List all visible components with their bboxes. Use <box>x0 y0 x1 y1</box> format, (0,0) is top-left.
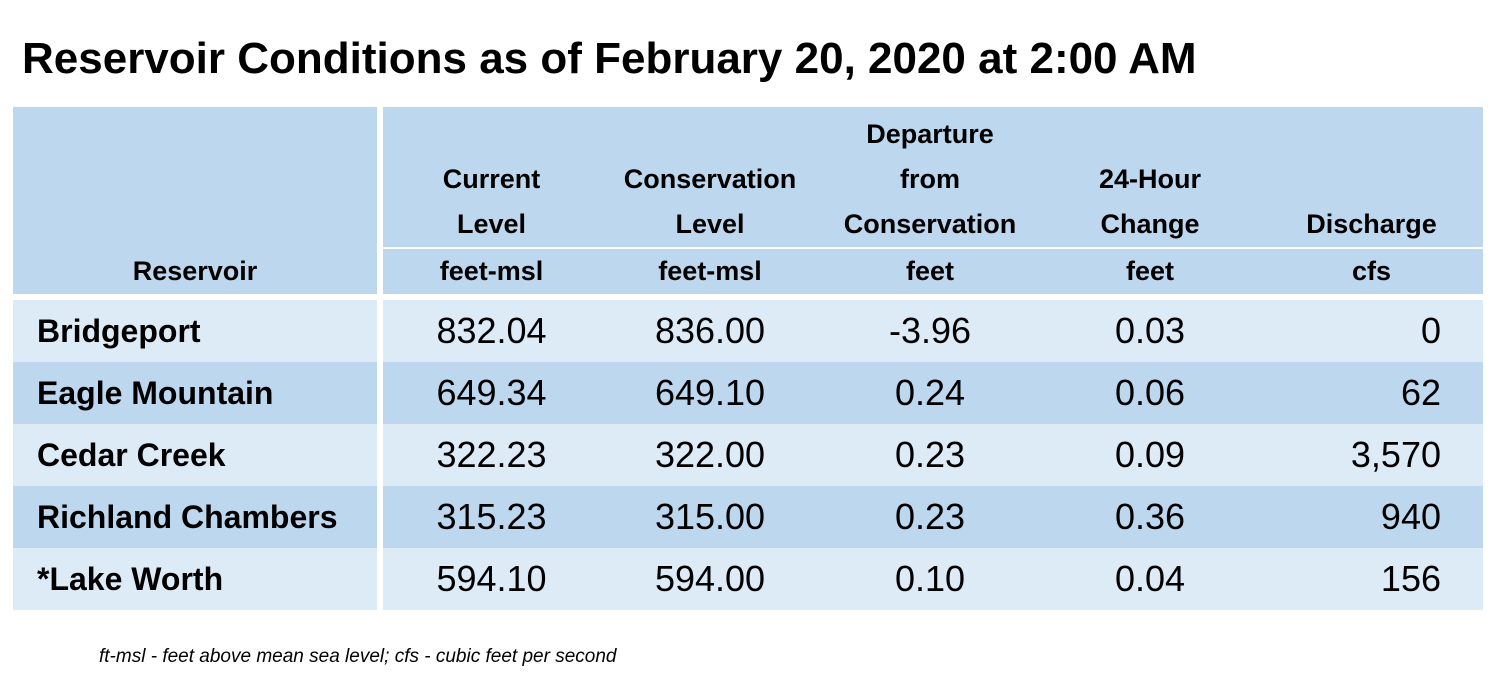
header-departure-line3: Conservation <box>843 209 1017 239</box>
reservoir-name: *Lake Worth <box>13 548 383 610</box>
reservoir-table: Current Level Conservation Level Departu… <box>13 107 1483 610</box>
conservation-level-value: 836.00 <box>600 300 820 362</box>
table-row: *Lake Worth 594.10 594.00 0.10 0.04 156 <box>13 548 1483 610</box>
conservation-level-value: 649.10 <box>600 362 820 424</box>
header-separator <box>13 294 1483 300</box>
reservoir-name: Bridgeport <box>13 300 383 362</box>
header-24-hour-change-line2: Change <box>1100 209 1200 239</box>
discharge-value: 62 <box>1260 362 1483 424</box>
footnote: ft-msl - feet above mean sea level; cfs … <box>99 646 617 667</box>
header-discharge: Discharge <box>1260 107 1483 248</box>
unit-conservation-level: feet-msl <box>600 247 820 294</box>
current-level-value: 322.23 <box>380 424 600 486</box>
header-row-titles: Current Level Conservation Level Departu… <box>13 107 1483 248</box>
reservoir-name: Cedar Creek <box>13 424 383 486</box>
departure-value: -3.96 <box>820 300 1040 362</box>
header-conservation-level-line2: Level <box>675 209 745 239</box>
header-reservoir-spacer <box>13 107 383 248</box>
current-level-value: 594.10 <box>380 548 600 610</box>
change-value: 0.06 <box>1040 362 1260 424</box>
unit-24-hour-change: feet <box>1040 247 1260 294</box>
reservoir-name: Richland Chambers <box>13 486 383 548</box>
conservation-level-value: 322.00 <box>600 424 820 486</box>
header-24-hour-change: 24-Hour Change <box>1040 107 1260 248</box>
unit-discharge: cfs <box>1260 247 1483 294</box>
header-24-hour-change-line1: 24-Hour <box>1098 164 1201 194</box>
discharge-value: 156 <box>1260 548 1483 610</box>
discharge-value: 940 <box>1260 486 1483 548</box>
table-row: Bridgeport 832.04 836.00 -3.96 0.03 0 <box>13 300 1483 362</box>
change-value: 0.03 <box>1040 300 1260 362</box>
header-departure-line2: from <box>900 164 960 194</box>
reservoir-name: Eagle Mountain <box>13 362 383 424</box>
table-row: Eagle Mountain 649.34 649.10 0.24 0.06 6… <box>13 362 1483 424</box>
conservation-level-value: 315.00 <box>600 486 820 548</box>
current-level-value: 315.23 <box>380 486 600 548</box>
unit-current-level: feet-msl <box>380 247 600 294</box>
header-row-units: Reservoir feet-msl feet-msl feet feet cf… <box>13 247 1483 294</box>
header-conservation-level-line1: Conservation <box>623 164 797 194</box>
header-current-level: Current Level <box>380 107 600 248</box>
departure-value: 0.24 <box>820 362 1040 424</box>
conservation-level-value: 594.00 <box>600 548 820 610</box>
departure-value: 0.10 <box>820 548 1040 610</box>
header-departure-line1: Departure <box>866 119 994 149</box>
discharge-value: 0 <box>1260 300 1483 362</box>
header-current-level-line1: Current <box>442 164 541 194</box>
change-value: 0.09 <box>1040 424 1260 486</box>
departure-value: 0.23 <box>820 486 1040 548</box>
discharge-value: 3,570 <box>1260 424 1483 486</box>
page-title: Reservoir Conditions as of February 20, … <box>22 34 1197 83</box>
departure-value: 0.23 <box>820 424 1040 486</box>
unit-departure: feet <box>820 247 1040 294</box>
header-departure: Departure from Conservation <box>820 107 1040 248</box>
change-value: 0.36 <box>1040 486 1260 548</box>
current-level-value: 649.34 <box>380 362 600 424</box>
change-value: 0.04 <box>1040 548 1260 610</box>
header-reservoir: Reservoir <box>13 248 383 294</box>
table-row: Cedar Creek 322.23 322.00 0.23 0.09 3,57… <box>13 424 1483 486</box>
header-conservation-level: Conservation Level <box>600 107 820 248</box>
header-current-level-line2: Level <box>456 209 527 239</box>
table-row: Richland Chambers 315.23 315.00 0.23 0.3… <box>13 486 1483 548</box>
current-level-value: 832.04 <box>380 300 600 362</box>
